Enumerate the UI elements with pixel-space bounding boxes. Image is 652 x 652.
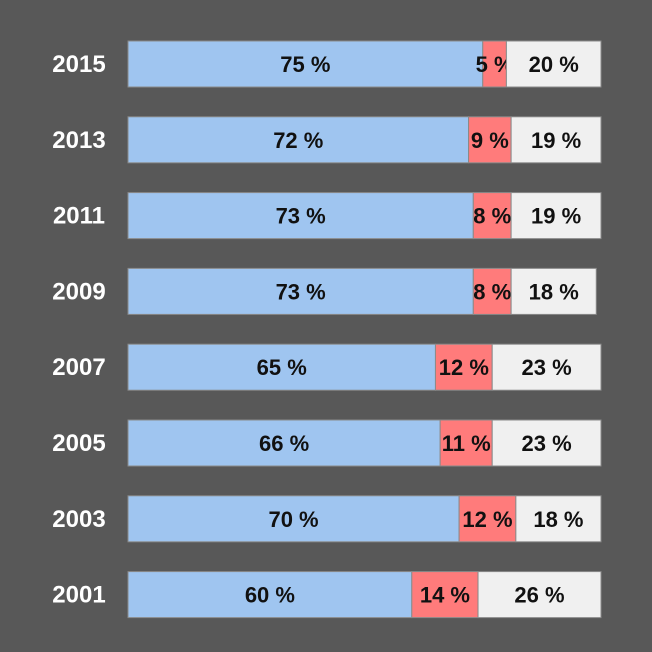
data-label: 8 % <box>473 204 511 229</box>
data-label: 73 % <box>276 204 326 229</box>
bar-segment-blue <box>127 40 484 88</box>
data-label: 11 % <box>442 431 491 456</box>
bar-segment-grey <box>510 267 597 315</box>
bar-row-2007: 2007 65 % 12 % 23 % <box>52 343 602 391</box>
bar-segment-blue <box>127 571 413 619</box>
data-label: 66 % <box>259 431 309 456</box>
data-label: 60 % <box>245 583 295 608</box>
data-label: 8 % <box>473 279 511 304</box>
bar-row-2005: 2005 66 % 11 % 23 % <box>52 419 602 467</box>
data-label: 18 % <box>529 279 579 304</box>
bar-row-2011: 2011 73 % 8 % 19 % <box>53 192 602 240</box>
data-label: 23 % <box>522 355 572 380</box>
data-label: 9 % <box>471 128 509 153</box>
category-label: 2005 <box>52 430 105 457</box>
bar-row-2009: 2009 73 % 8 % 18 % <box>52 267 597 315</box>
category-label: 2009 <box>52 278 105 305</box>
bar-segment-grey <box>510 192 602 240</box>
bar-segment-red <box>472 192 512 240</box>
data-label: 65 % <box>257 355 307 380</box>
bar-segment-red <box>468 116 512 164</box>
bar-row-2001: 2001 60 % 14 % 26 % <box>52 571 602 619</box>
bar-row-2003: 2003 70 % 12 % 18 % <box>52 495 602 543</box>
data-label: 12 % <box>462 507 512 532</box>
bar-segment-grey <box>505 40 602 88</box>
data-label: 18 % <box>533 507 583 532</box>
data-label: 72 % <box>273 128 323 153</box>
data-label: 23 % <box>522 431 572 456</box>
bar-segment-grey <box>510 116 602 164</box>
category-label: 2001 <box>52 582 105 609</box>
data-label: 20 % <box>529 52 579 77</box>
category-label: 2013 <box>52 127 105 154</box>
data-label: 12 % <box>439 355 489 380</box>
data-label: 26 % <box>514 583 564 608</box>
bar-segment-grey <box>515 495 602 543</box>
bar-segment-grey <box>491 419 602 467</box>
category-label: 2003 <box>52 506 105 533</box>
bar-segment-blue <box>127 343 436 391</box>
data-label: 75 % <box>280 52 330 77</box>
data-label: 14 % <box>420 583 470 608</box>
category-label: 2015 <box>52 51 105 78</box>
data-label: 19 % <box>531 128 581 153</box>
category-label: 2007 <box>52 354 105 381</box>
bar-segment-red <box>434 343 493 391</box>
bar-segment-grey <box>491 343 602 391</box>
bar-segment-red <box>472 267 512 315</box>
data-label: 73 % <box>276 279 326 304</box>
data-label: 19 % <box>531 204 581 229</box>
bar-segment-grey <box>477 571 602 619</box>
data-label: 70 % <box>268 507 318 532</box>
bar-row-2013: 2013 72 % 9 % 19 % <box>52 116 602 164</box>
bar-segment-blue <box>127 495 460 543</box>
bar-row-2015: 2015 75 % 5 % 20 % <box>52 40 602 88</box>
bar-segment-blue <box>127 267 474 315</box>
category-label: 2011 <box>53 203 105 230</box>
bar-segment-blue <box>127 192 474 240</box>
